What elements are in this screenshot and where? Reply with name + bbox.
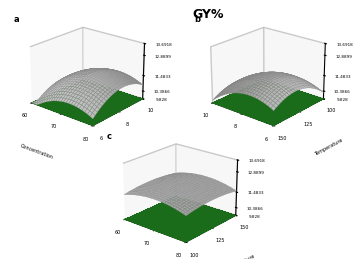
Text: GY%: GY% bbox=[192, 8, 223, 21]
Y-axis label: pH: pH bbox=[145, 145, 151, 150]
Text: a: a bbox=[14, 16, 19, 24]
Text: c: c bbox=[107, 132, 112, 141]
X-axis label: pH: pH bbox=[214, 149, 221, 154]
Y-axis label: Temperature: Temperature bbox=[226, 254, 256, 259]
Y-axis label: Temperature: Temperature bbox=[314, 138, 344, 157]
Text: b: b bbox=[195, 16, 200, 24]
X-axis label: Concentration: Concentration bbox=[19, 143, 53, 160]
